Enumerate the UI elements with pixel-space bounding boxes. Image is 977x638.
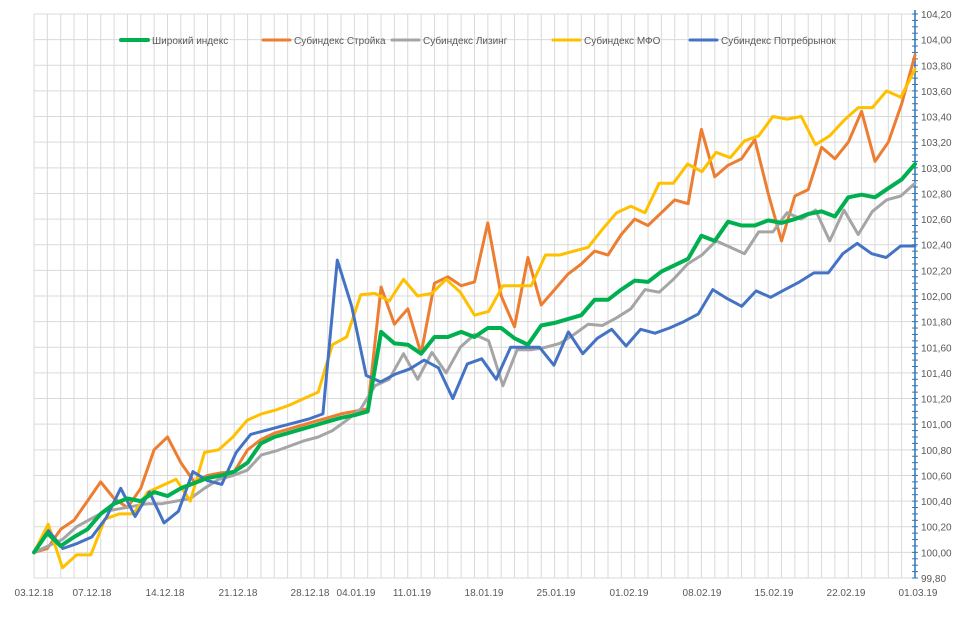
y-tick-label: 100,00 <box>921 548 952 559</box>
legend-label-mfo: Субиндекс МФО <box>584 35 661 47</box>
x-tick-label: 14.12.18 <box>146 588 185 599</box>
x-tick-label: 08.02.19 <box>683 588 722 599</box>
y-tick-label: 101,80 <box>921 318 952 329</box>
y-tick-label: 103,20 <box>921 138 952 149</box>
legend-label-leasing: Субиндекс Лизинг <box>423 35 508 47</box>
x-tick-label: 18.01.19 <box>465 588 504 599</box>
legend-label-broad-index: Широкий индекс <box>152 36 228 47</box>
x-tick-label: 22.02.19 <box>827 588 866 599</box>
y-tick-label: 101,40 <box>921 369 952 380</box>
series-line-consumer <box>32 241 917 554</box>
x-axis: 03.12.18 07.12.18 14.12.18 21.12.18 28.12.18… <box>15 588 938 599</box>
x-tick-label: 01.03.19 <box>899 588 938 599</box>
legend-label-consumer: Субиндекс Потребрынок <box>721 35 837 47</box>
series-line-broad-index <box>32 162 917 555</box>
y-tick-label: 100,20 <box>921 523 952 534</box>
x-tick-label: 03.12.18 <box>15 588 54 599</box>
legend: Широкий индекс Субиндекс Стройка Субиндекс… <box>119 35 837 47</box>
series-line-construction <box>32 53 917 554</box>
x-tick-label: 01.02.19 <box>610 588 649 599</box>
x-tick-label: 07.12.18 <box>73 588 112 599</box>
y-tick-label: 103,80 <box>921 61 952 72</box>
gridlines <box>33 13 916 579</box>
legend-label-construction: Субиндекс Стройка <box>294 35 386 47</box>
y-tick-label: 102,80 <box>921 189 952 200</box>
x-tick-label: 21.12.18 <box>219 588 258 599</box>
y-tick-label: 104,00 <box>921 36 952 47</box>
y-tick-label: 102,20 <box>921 266 952 277</box>
y-tick-label: 102,00 <box>921 292 952 303</box>
y-tick-label: 100,80 <box>921 446 952 457</box>
y-tick-label: 103,40 <box>921 113 952 124</box>
y-tick-label: 103,00 <box>921 164 952 175</box>
y-tick-label: 102,40 <box>921 241 952 252</box>
y-tick-label: 102,60 <box>921 215 952 226</box>
y-tick-label: 100,40 <box>921 497 952 508</box>
x-tick-label: 25.01.19 <box>537 588 576 599</box>
series-line-leasing <box>32 181 917 554</box>
x-tick-label: 15.02.19 <box>755 588 794 599</box>
y-tick-label: 103,60 <box>921 87 952 98</box>
y-tick-label: 104,20 <box>921 10 952 21</box>
series-lines <box>32 53 917 570</box>
y-tick-label: 99,80 <box>921 574 946 585</box>
x-tick-label: 11.01.19 <box>393 588 432 599</box>
x-tick-label: 04.01.19 <box>337 588 376 599</box>
y-tick-label: 100,60 <box>921 471 952 482</box>
y-tick-label: 101,60 <box>921 343 952 354</box>
y-tick-label: 101,00 <box>921 420 952 431</box>
x-tick-label: 28.12.18 <box>291 588 330 599</box>
y-tick-label: 101,20 <box>921 395 952 406</box>
y-axis: 99,80 100,00 100,20 100,40 100,60 100,80 101,0… <box>912 10 952 585</box>
